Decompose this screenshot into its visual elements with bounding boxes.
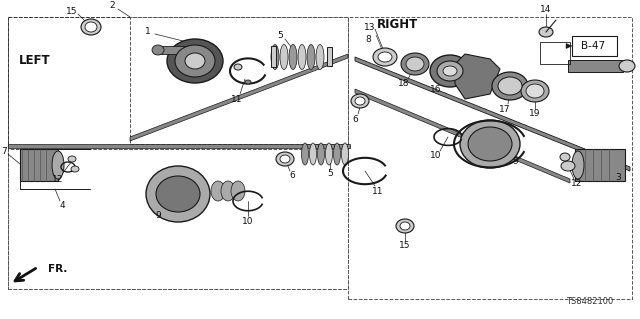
Ellipse shape xyxy=(539,27,553,37)
Ellipse shape xyxy=(406,57,424,71)
Text: 11: 11 xyxy=(372,187,384,196)
Ellipse shape xyxy=(310,143,317,165)
Bar xyxy=(540,42,570,64)
Text: RIGHT: RIGHT xyxy=(378,18,419,31)
Ellipse shape xyxy=(342,143,349,165)
Ellipse shape xyxy=(167,39,223,83)
Ellipse shape xyxy=(400,222,410,230)
Ellipse shape xyxy=(175,45,215,77)
Text: 9: 9 xyxy=(155,211,161,220)
Text: 2: 2 xyxy=(109,2,115,11)
Text: 4: 4 xyxy=(59,202,65,211)
Text: 15: 15 xyxy=(399,241,411,250)
Bar xyxy=(155,46,190,54)
Ellipse shape xyxy=(492,72,528,100)
Ellipse shape xyxy=(68,156,76,162)
Text: 7: 7 xyxy=(1,146,7,155)
Ellipse shape xyxy=(298,44,306,70)
Ellipse shape xyxy=(81,19,101,35)
Ellipse shape xyxy=(234,64,242,70)
Bar xyxy=(271,46,276,67)
Ellipse shape xyxy=(211,181,225,201)
Ellipse shape xyxy=(437,61,463,81)
Ellipse shape xyxy=(71,166,79,172)
Ellipse shape xyxy=(301,143,308,165)
Ellipse shape xyxy=(156,176,200,212)
Ellipse shape xyxy=(289,44,297,70)
Bar xyxy=(575,149,625,181)
Bar xyxy=(20,149,58,181)
Ellipse shape xyxy=(317,143,324,165)
Ellipse shape xyxy=(152,45,164,55)
Ellipse shape xyxy=(401,53,429,75)
Text: 3: 3 xyxy=(615,174,621,182)
Ellipse shape xyxy=(619,60,635,72)
Ellipse shape xyxy=(378,52,392,62)
Ellipse shape xyxy=(221,181,235,201)
Ellipse shape xyxy=(521,80,549,102)
Ellipse shape xyxy=(280,155,290,163)
Polygon shape xyxy=(455,54,500,99)
Text: 5: 5 xyxy=(277,31,283,40)
Text: 10: 10 xyxy=(430,152,442,160)
Text: 1: 1 xyxy=(145,26,151,35)
Ellipse shape xyxy=(443,66,457,76)
Ellipse shape xyxy=(333,143,340,165)
Ellipse shape xyxy=(307,44,315,70)
Ellipse shape xyxy=(85,22,97,32)
Ellipse shape xyxy=(245,80,251,84)
Text: 13: 13 xyxy=(364,23,376,32)
Ellipse shape xyxy=(276,152,294,166)
Text: LEFT: LEFT xyxy=(19,55,51,68)
Text: 12: 12 xyxy=(52,174,64,183)
Ellipse shape xyxy=(526,84,544,98)
Text: B-47: B-47 xyxy=(581,41,605,51)
Ellipse shape xyxy=(355,97,365,105)
Ellipse shape xyxy=(468,127,512,161)
Ellipse shape xyxy=(351,94,369,108)
Ellipse shape xyxy=(231,181,245,201)
Ellipse shape xyxy=(52,151,64,179)
Ellipse shape xyxy=(460,120,520,168)
Bar xyxy=(572,36,617,56)
Text: 9: 9 xyxy=(512,157,518,166)
Text: 18: 18 xyxy=(398,79,410,88)
Text: 8: 8 xyxy=(365,34,371,43)
Ellipse shape xyxy=(326,143,333,165)
Text: 17: 17 xyxy=(499,105,511,114)
Ellipse shape xyxy=(271,44,279,70)
Polygon shape xyxy=(8,144,350,148)
Ellipse shape xyxy=(560,153,570,161)
Ellipse shape xyxy=(185,53,205,69)
Ellipse shape xyxy=(373,48,397,66)
Ellipse shape xyxy=(316,44,324,70)
Text: 14: 14 xyxy=(540,5,552,14)
Ellipse shape xyxy=(561,161,575,171)
Ellipse shape xyxy=(572,151,584,179)
Text: 12: 12 xyxy=(572,180,582,189)
Ellipse shape xyxy=(430,55,470,87)
Ellipse shape xyxy=(396,219,414,233)
Text: 11: 11 xyxy=(231,94,243,103)
Text: TS8482100: TS8482100 xyxy=(566,296,614,306)
Bar xyxy=(327,47,332,66)
Ellipse shape xyxy=(146,166,210,222)
Polygon shape xyxy=(355,89,570,183)
Text: 16: 16 xyxy=(430,85,442,93)
Text: 15: 15 xyxy=(67,6,77,16)
Ellipse shape xyxy=(498,77,522,95)
Text: FR.: FR. xyxy=(48,264,67,274)
Text: 10: 10 xyxy=(243,217,253,226)
Text: 5: 5 xyxy=(327,169,333,179)
Text: 6: 6 xyxy=(289,172,295,181)
Text: 6: 6 xyxy=(352,115,358,123)
Ellipse shape xyxy=(280,44,288,70)
Text: 19: 19 xyxy=(529,109,541,118)
Bar xyxy=(568,60,623,72)
Polygon shape xyxy=(130,54,348,141)
Polygon shape xyxy=(355,57,630,171)
